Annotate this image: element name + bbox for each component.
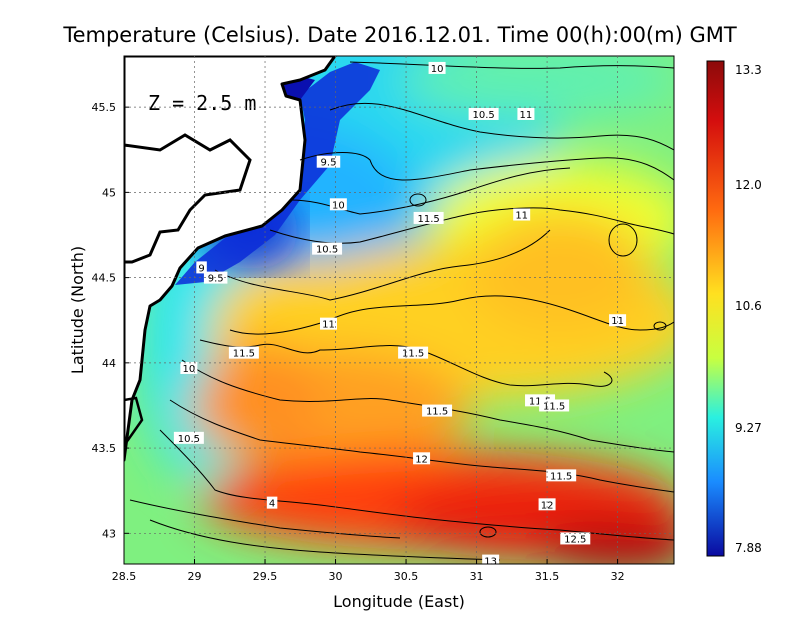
contour-label: 11.5 — [233, 349, 255, 360]
contour-label: 4 — [269, 499, 275, 510]
x-tick-label: 31 — [470, 570, 484, 583]
contour-label-box — [428, 61, 446, 74]
contour-label: 10 — [332, 200, 345, 211]
contour-label-box — [513, 208, 531, 221]
colorbar-tick-label: 9.27 — [735, 421, 762, 435]
x-tick-label: 29 — [188, 570, 202, 583]
y-tick-label: 45.5 — [92, 101, 117, 114]
contour-label-box — [266, 496, 278, 509]
contour-label: 9 — [198, 263, 204, 274]
contour-label-box — [422, 404, 453, 417]
y-tick-label: 45 — [102, 186, 116, 199]
contour-label: 9.5 — [208, 274, 224, 285]
contour-label-box — [560, 532, 591, 545]
depth-label: Z = 2.5 m — [148, 91, 256, 115]
plot-frame — [123, 55, 675, 565]
contour-label: 11.5 — [417, 214, 439, 225]
contour-label-box — [329, 198, 347, 211]
contour-label-box — [173, 431, 204, 444]
y-tick-label: 43 — [102, 527, 116, 540]
y-tick-label: 44.5 — [92, 272, 117, 285]
x-tick-label: 30.5 — [394, 570, 419, 583]
x-tick-label: 30 — [329, 570, 343, 583]
contour-label: 13 — [484, 557, 497, 568]
x-axis-ticks: 28.5 29 29.5 30 30.5 31 31.5 32 — [112, 559, 625, 583]
map-title: Temperature (Celsius). Date 2016.12.01. … — [62, 23, 737, 47]
contour-label: 10.5 — [178, 434, 200, 445]
contour-label-box — [538, 498, 556, 511]
y-tick-label: 44 — [102, 357, 116, 370]
y-axis-ticks: 43 43.5 44 44.5 45 45.5 — [92, 101, 129, 540]
x-axis-label: Longitude (East) — [333, 592, 465, 611]
contour-label: 12.5 — [564, 534, 586, 545]
contour-label-box — [319, 317, 337, 330]
contour-label-box — [316, 155, 341, 168]
contour-label-box — [609, 314, 627, 327]
colorbar-tick-label: 10.6 — [735, 299, 762, 313]
contour-label: 12 — [415, 454, 428, 465]
contour-label-box — [539, 399, 570, 412]
contour-label: 9.5 — [321, 158, 337, 169]
colorbar-tick-label: 7.88 — [735, 541, 762, 555]
y-tick-label: 43.5 — [92, 442, 117, 455]
contour-label-box — [413, 211, 444, 224]
contour-label-box — [468, 107, 499, 120]
colorbar-tick-label: 13.3 — [735, 63, 762, 77]
contour-label: 10 — [183, 364, 196, 375]
x-tick-label: 28.5 — [112, 570, 137, 583]
contour-label-box — [196, 261, 207, 274]
contour-label: 11.5 — [550, 471, 572, 482]
contour-label: 12 — [541, 500, 554, 511]
gridlines — [124, 56, 674, 564]
contour-label: 10 — [431, 64, 444, 75]
contour-label-box — [312, 242, 343, 255]
contour-label: 11.5 — [543, 401, 565, 412]
x-tick-label: 32 — [611, 570, 625, 583]
contour-label-box — [228, 346, 259, 359]
contour-label-box — [398, 346, 429, 359]
contour-label: 10.5 — [316, 245, 338, 256]
contour-label: 11 — [515, 211, 528, 222]
contour-label: 11.5 — [402, 349, 424, 360]
colorbar — [706, 60, 725, 557]
contour-label: 11 — [322, 320, 335, 331]
contour-label-box — [517, 107, 535, 120]
land-mass — [124, 56, 337, 462]
contour-label-box — [413, 452, 431, 465]
contour-label: 11 — [520, 110, 533, 121]
colorbar-tick-label: 12.0 — [735, 178, 762, 192]
contour-label-box — [482, 554, 500, 564]
contour-label-box — [546, 469, 577, 482]
colorbar-ticks: 13.3 12.0 10.6 9.27 7.88 — [735, 63, 762, 555]
contour-label: 11.5 — [426, 407, 448, 418]
y-axis-label: Latitude (North) — [68, 246, 87, 374]
cold-coastal-water — [175, 62, 380, 285]
contour-label-box — [180, 361, 198, 374]
x-tick-label: 29.5 — [253, 570, 278, 583]
contour-label: 10.5 — [472, 110, 494, 121]
x-tick-label: 31.5 — [535, 570, 560, 583]
